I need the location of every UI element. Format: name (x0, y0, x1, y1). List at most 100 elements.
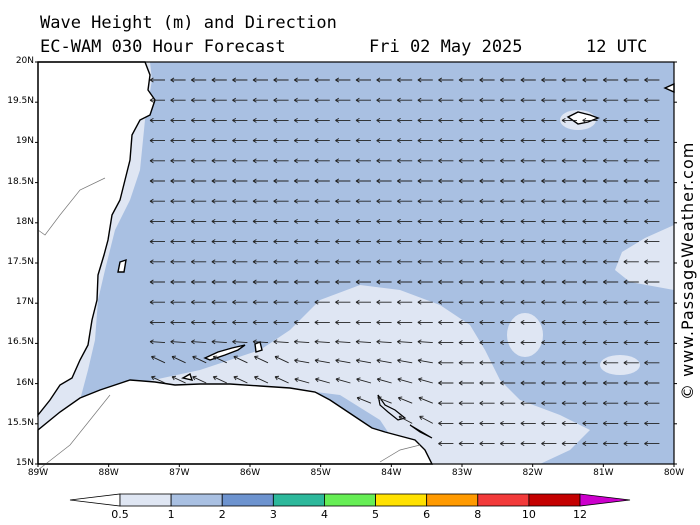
wave-arrow (397, 377, 413, 384)
wave-arrow (355, 158, 371, 164)
wave-arrow (541, 77, 557, 83)
colorbar-segments (119, 493, 581, 507)
lon-label: 80W (663, 468, 685, 478)
wave-arrow (458, 319, 474, 325)
wave-arrow (335, 259, 351, 265)
colorbar-segment (119, 493, 172, 507)
colorbar-segment (272, 493, 325, 507)
wave-arrow (520, 299, 536, 305)
wave-arrow (458, 420, 474, 426)
wave-arrow (602, 97, 619, 103)
wave-arrow (499, 198, 516, 204)
wave-arrow (438, 77, 454, 83)
wave-arrow (479, 178, 495, 184)
wave-arrow (376, 117, 392, 123)
wave-arrow (294, 377, 310, 384)
wave-arrow (644, 400, 660, 406)
wave-arrow (314, 158, 330, 164)
colorbar-label: 2 (218, 508, 226, 521)
wave-arrow (479, 360, 495, 366)
wave-arrow (149, 77, 165, 83)
wave-arrow (335, 77, 351, 83)
wave-arrow (233, 355, 248, 364)
wave-arrow (541, 299, 557, 305)
lon-label: 81W (593, 468, 614, 478)
wave-arrow (211, 279, 227, 285)
wave-arrow (582, 138, 598, 144)
wave-arrow (541, 380, 557, 386)
wave-arrow (211, 138, 227, 144)
wave-arrow (293, 259, 310, 265)
colorbar-label: 12 (573, 508, 587, 521)
wave-arrow (376, 279, 392, 285)
wave-arrow (520, 279, 536, 285)
wave-arrow (520, 97, 536, 103)
wave-arrow (499, 400, 516, 406)
wave-arrow (561, 77, 577, 83)
wave-arrow (644, 380, 660, 386)
wave-arrow (520, 259, 536, 265)
wave-arrow (417, 358, 433, 364)
lat-label: 16N (15, 377, 34, 388)
wave-arrow (335, 377, 351, 384)
wave-arrow (252, 218, 268, 224)
colorbar-segment (426, 493, 479, 507)
wave-arrow (170, 339, 186, 345)
wave-arrow (582, 340, 598, 346)
wave-arrow (561, 340, 577, 346)
wave-arrow (479, 400, 495, 406)
wave-arrow (233, 375, 248, 384)
wave-arrow (417, 158, 433, 164)
wave-arrow (623, 380, 639, 386)
wave-arrow (458, 279, 474, 285)
wave-arrow (499, 420, 516, 426)
wave-arrow (499, 239, 516, 245)
wave-arrow (479, 279, 495, 285)
lon-label: 84W (381, 468, 402, 478)
wave-arrow (561, 299, 577, 305)
wave-arrow (293, 198, 310, 204)
wave-arrow (623, 340, 639, 346)
wave-arrow (397, 358, 413, 364)
wave-arrow (273, 138, 289, 144)
wave-arrow (335, 358, 351, 364)
wave-arrow (252, 299, 268, 305)
wave-arrow (190, 299, 207, 305)
wave-arrow (623, 279, 639, 285)
map-title-line1: Wave Height (m) and Direction (40, 13, 337, 33)
forecast-time: 12 UTC (586, 37, 648, 57)
wave-arrow (252, 198, 268, 204)
wave-arrow (190, 339, 207, 345)
wave-arrow (170, 218, 186, 224)
wave-arrow (602, 117, 619, 123)
wave-arrow (520, 441, 536, 447)
wave-arrow (252, 97, 268, 103)
wave-arrow (170, 239, 186, 245)
wave-arrow (561, 380, 577, 386)
wave-arrow (376, 299, 392, 305)
wave-arrow (582, 400, 598, 406)
wave-arrow (438, 380, 454, 386)
wave-arrow (479, 198, 495, 204)
wave-arrow (211, 77, 227, 83)
wave-arrow (149, 299, 165, 305)
wave-arrow (376, 97, 392, 103)
wave-arrow (417, 138, 433, 144)
colorbar (69, 493, 631, 507)
wave-arrow (417, 259, 433, 265)
wave-arrow (232, 117, 248, 123)
wave-arrow (602, 360, 619, 366)
wave-arrow (293, 97, 310, 103)
wave-arrow (293, 239, 310, 245)
wave-arrow (438, 117, 454, 123)
wave-arrow (499, 259, 516, 265)
wave-arrow (458, 259, 474, 265)
wave-arrow (274, 355, 289, 364)
wave-arrow (561, 198, 577, 204)
wave-arrow (171, 375, 186, 384)
wave-arrow (438, 178, 454, 184)
wave-arrow (458, 380, 474, 386)
colorbar-label: 5 (372, 508, 380, 521)
wave-arrow (314, 239, 330, 245)
wave-arrow (582, 218, 598, 224)
